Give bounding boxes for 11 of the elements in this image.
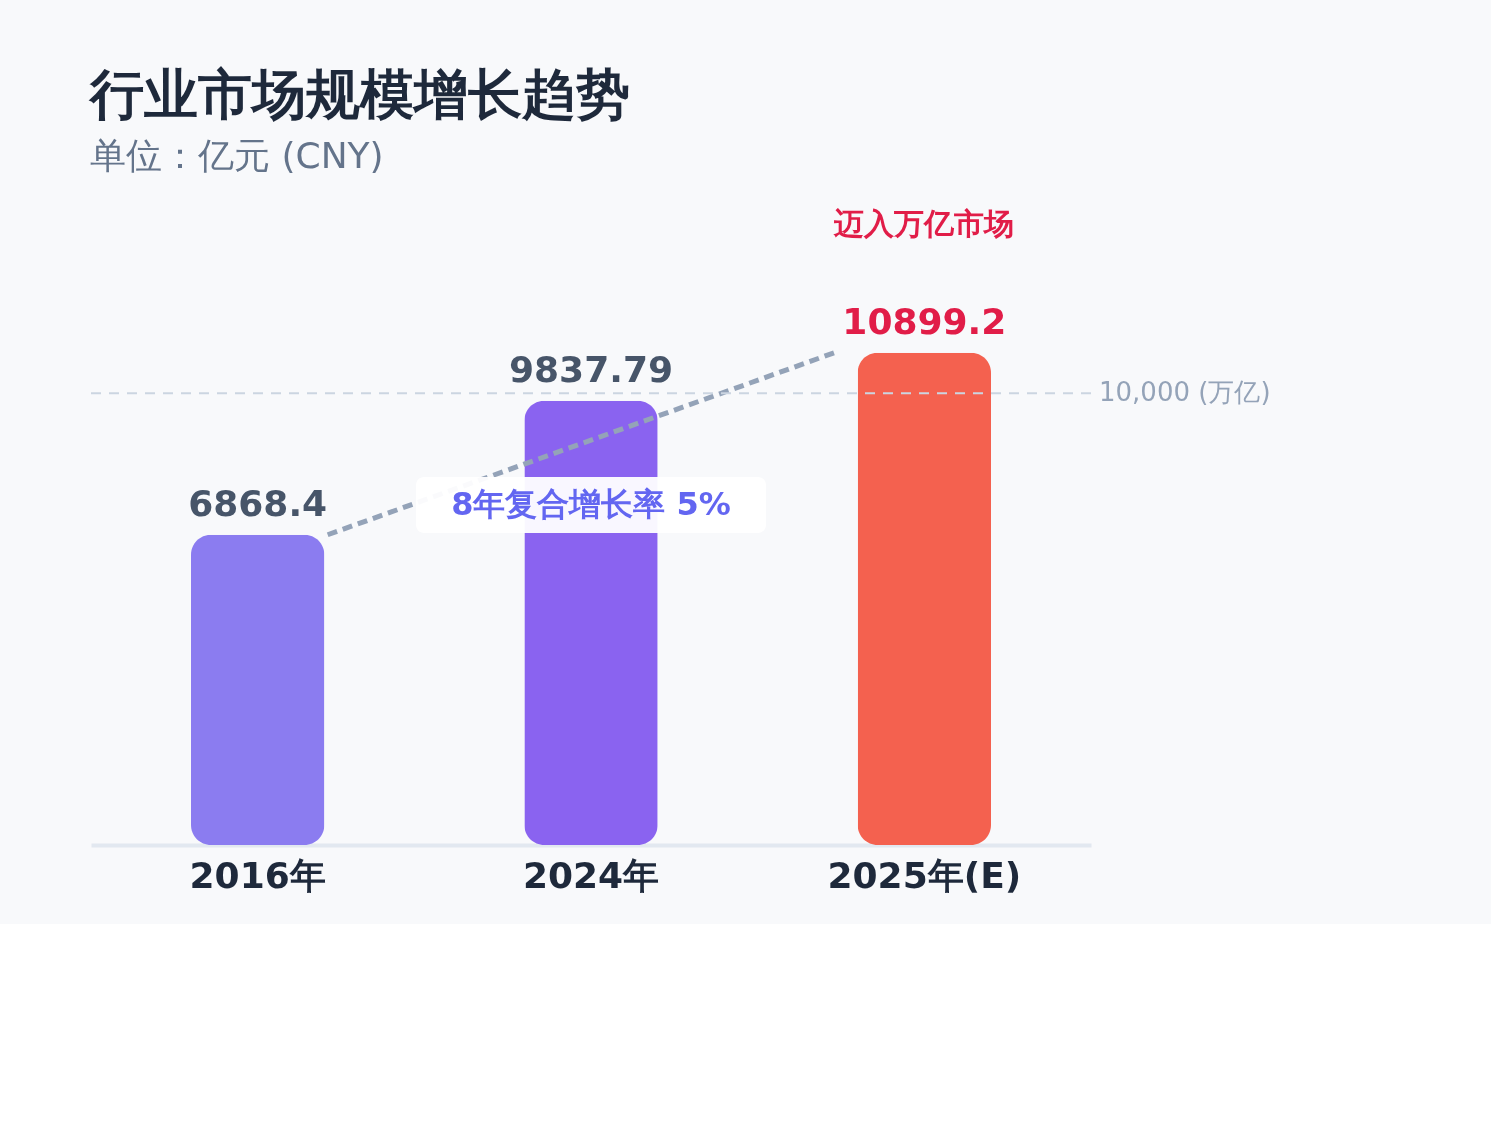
x-tick-label: 2016年 — [189, 854, 326, 896]
data-label: 10899.2 — [842, 300, 1007, 342]
text: 迈入万亿市场 — [833, 206, 1015, 241]
chart-title: 行业市场规模增长趋势 — [88, 63, 630, 126]
chart-subtitle: 单位：亿元 (CNY) — [90, 135, 384, 176]
annotation: 8年复合增长率 5% — [451, 485, 731, 523]
x-tick-label: 2025年(E) — [827, 854, 1022, 896]
data-label: 9837.79 — [509, 348, 673, 390]
x-tick-label: 2024年 — [522, 854, 660, 896]
ref-line-label: 10,000 (万亿) — [1099, 377, 1271, 408]
data-label: 6868.4 — [188, 482, 328, 524]
